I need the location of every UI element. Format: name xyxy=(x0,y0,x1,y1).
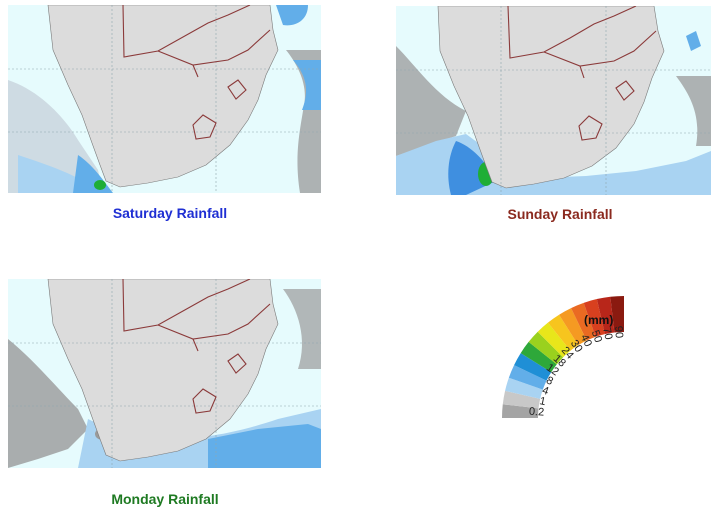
rain-gray-east xyxy=(676,76,711,146)
lesotho-border xyxy=(192,114,217,140)
legend-color-band xyxy=(505,377,543,399)
saturday-map-svg xyxy=(8,5,321,193)
legend-tick-label: 12 xyxy=(544,362,561,379)
legend-tick-label: 0.2 xyxy=(529,406,545,419)
eswatini-border xyxy=(227,353,247,374)
rain-blue-southeast xyxy=(208,424,321,468)
legend-color-band xyxy=(596,296,615,335)
legend-tick-label: 8 xyxy=(544,374,555,387)
land-southern-africa xyxy=(437,6,665,189)
land-southern-africa xyxy=(47,5,279,188)
eswatini-border xyxy=(615,80,635,101)
caption-monday: Monday Rainfall xyxy=(111,491,219,507)
caption-saturday: Saturday Rainfall xyxy=(112,205,228,221)
legend-color-band xyxy=(559,308,587,346)
legend-color-band xyxy=(502,390,541,409)
legend-tick-label: 70 xyxy=(600,326,614,340)
rain-blue-northeast xyxy=(276,5,308,26)
lesotho-border xyxy=(578,115,603,141)
lat-lon-grid xyxy=(8,5,321,193)
lesotho-border xyxy=(192,388,217,414)
saturday-rainfall-map xyxy=(8,5,321,193)
country-borders xyxy=(507,6,657,141)
caption-sunday: Sunday Rainfall xyxy=(507,206,613,222)
monday-map-svg xyxy=(8,279,321,468)
legend-color-arc xyxy=(502,296,624,418)
legend-color-band xyxy=(508,365,547,390)
lat-lon-grid xyxy=(396,6,711,195)
legend-tick-label: 50 xyxy=(589,329,604,344)
rain-gray-east xyxy=(283,289,321,369)
legend-color-band xyxy=(610,296,624,333)
legend-tick-label: 4 xyxy=(541,385,551,398)
country-borders xyxy=(122,5,271,140)
legend-color-band xyxy=(537,322,571,358)
legend-color-band xyxy=(528,331,564,365)
rain-blue-east xyxy=(293,60,321,110)
legend-tick-label: 30 xyxy=(568,338,585,355)
rain-blue-northeast xyxy=(686,31,701,51)
rain-gray-west xyxy=(396,46,466,156)
country-borders xyxy=(122,279,271,414)
monday-rainfall-map xyxy=(8,279,321,468)
land-southern-africa xyxy=(47,279,279,462)
legend-color-band xyxy=(547,314,579,351)
lat-lon-grid xyxy=(8,279,321,468)
sunday-map-svg xyxy=(396,6,711,195)
eswatini-border xyxy=(227,79,247,100)
legend-color-band xyxy=(583,299,605,337)
legend-tick-label: 90 xyxy=(612,326,625,339)
legend-tick-label: 1 xyxy=(538,395,546,408)
rain-green-cell xyxy=(94,180,106,190)
legend-color-band xyxy=(502,404,539,418)
rainfall-legend: 90 70 50 40 30 24 18 12 8 4 1 0.2 (mm) xyxy=(484,288,644,438)
legend-unit-label: (mm) xyxy=(584,313,613,327)
legend-color-band xyxy=(514,353,552,381)
sunday-rainfall-map xyxy=(396,6,711,195)
legend-color-band xyxy=(571,302,596,341)
rain-gray-west xyxy=(8,339,88,468)
legend-color-band xyxy=(520,341,557,373)
legend-tick-label: 40 xyxy=(578,333,594,349)
